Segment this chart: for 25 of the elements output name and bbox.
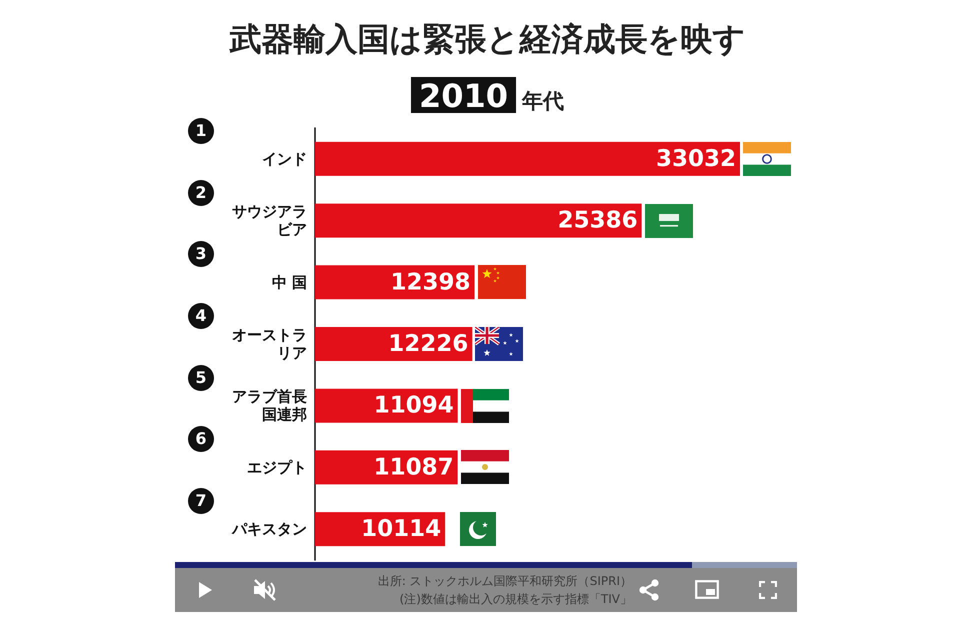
- y-tick-label: エジプト: [247, 458, 307, 476]
- data-label: 12398: [390, 269, 471, 296]
- text: 6: [188, 426, 214, 452]
- bar: [315, 142, 740, 176]
- text: 7: [188, 488, 214, 514]
- data-label: 11094: [374, 392, 454, 419]
- text: 3: [188, 241, 214, 268]
- data-label: 12226: [388, 331, 468, 357]
- text: 2: [188, 180, 214, 206]
- y-tick-label: パキスタン: [231, 520, 307, 538]
- data-label: 33032: [656, 146, 736, 172]
- text: 5: [188, 364, 214, 391]
- y-tick-label: アラブ首長国連邦: [232, 388, 307, 424]
- text: 1: [188, 118, 214, 144]
- data-label: 25386: [558, 208, 638, 234]
- chart-title: 武器輸入国は緊張と経済成長を映す: [228, 20, 746, 58]
- data-label: 11087: [374, 454, 454, 480]
- text: 4: [188, 303, 214, 329]
- y-tick-label: 中 国: [272, 273, 307, 292]
- y-tick-label: インド: [262, 150, 307, 168]
- data-label: 10114: [361, 516, 442, 542]
- control-bar: 出所: ストックホルム国際平和研究所（SIPRI） (注)数値は輸出入の規模を示す指標「TIV」: [175, 568, 797, 612]
- bar: [315, 204, 642, 238]
- y-tick-label: オーストラリア: [232, 326, 307, 362]
- y-tick-label: サウジアラビア: [232, 202, 307, 239]
